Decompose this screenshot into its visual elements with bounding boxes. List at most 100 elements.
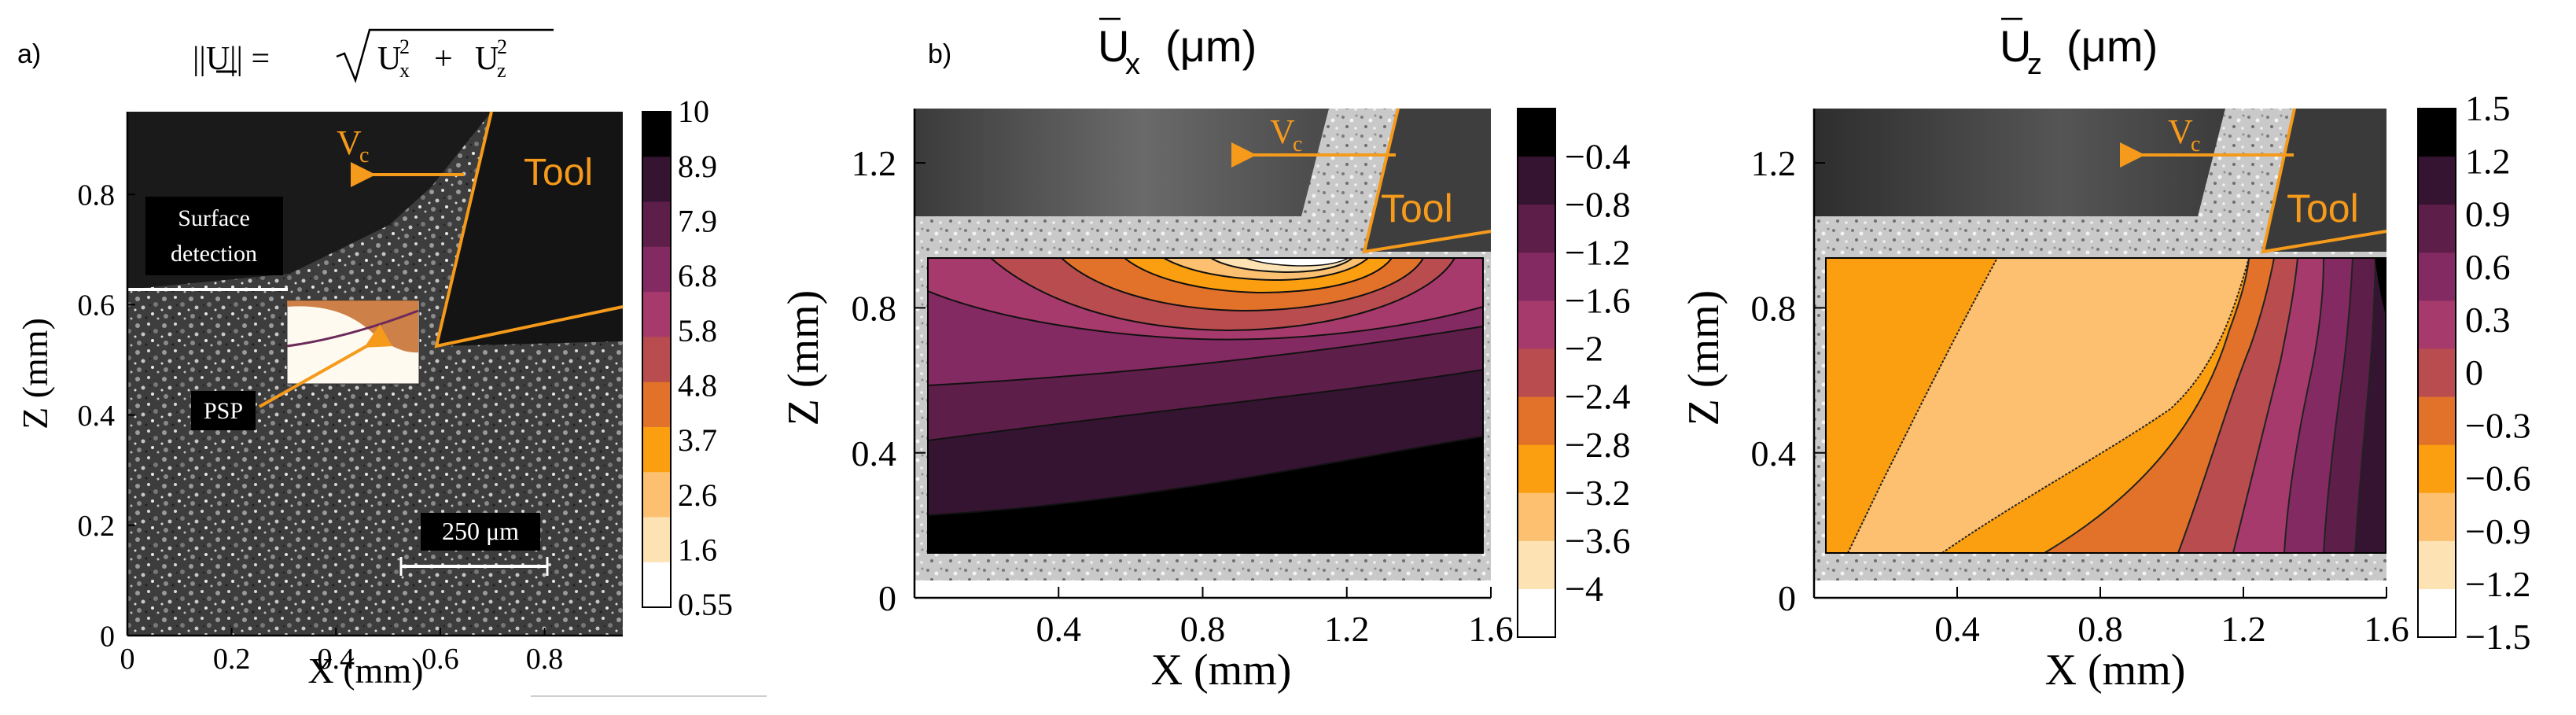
panel-label-a: a) — [17, 39, 41, 69]
y-tick-label-a: 0.2 — [78, 510, 116, 543]
title-c-sub: z — [2027, 48, 2042, 81]
colorbar-label-c: 0.3 — [2465, 300, 2511, 340]
tool-region — [436, 112, 623, 346]
x-ticks-b: 0.4 0.8 1.2 1.6 — [1036, 587, 1514, 649]
tool-region-b — [1364, 109, 1491, 252]
title-c-main: U — [2000, 21, 2031, 71]
y-tick-label-b: 0.4 — [852, 433, 897, 474]
psp-label-box — [191, 391, 256, 430]
chip-region-c — [1814, 109, 2225, 216]
vc-sub-a: c — [359, 143, 369, 168]
chip-region-b — [914, 109, 1329, 216]
axes-b: 0.4 0.8 1.2 1.6 0 0.4 0.8 1.2 X (mm) Z (mm) — [779, 109, 1514, 695]
colorbar-label-a: 3.7 — [678, 422, 717, 458]
tool-label-a: Tool — [524, 152, 593, 193]
surface-label-2: detection — [171, 241, 257, 267]
colorbar-label-c: 1.2 — [2465, 141, 2511, 181]
colorbar-label-b: −0.4 — [1565, 136, 1630, 176]
colorbar-swatch-b — [1518, 205, 1555, 253]
x-tick-label-c: 0.8 — [2077, 609, 2123, 649]
colorbar-swatch-a — [642, 292, 671, 337]
y-tick-label-a: 0.4 — [78, 400, 116, 433]
psp-inset — [286, 300, 420, 385]
colorbar-swatches-a — [642, 112, 671, 608]
colorbar-swatch-b — [1518, 588, 1555, 638]
formula-ux: U — [377, 41, 401, 77]
colorbar-label-a: 0.55 — [678, 587, 733, 622]
colorbar-label-c: −0.9 — [2465, 511, 2530, 551]
uz-band-6 — [2353, 258, 2386, 553]
colorbar-swatch-c — [2418, 492, 2456, 542]
y-tick-label-a: 0.8 — [78, 179, 116, 212]
colorbar-swatch-b — [1518, 300, 1555, 349]
colorbar-label-b: −0.8 — [1565, 184, 1630, 224]
x-tick-label-a: 0.6 — [421, 643, 459, 676]
colorbar-swatch-b — [1518, 109, 1555, 157]
formula-ux-sub: x — [399, 59, 410, 82]
colorbar-swatch-a — [642, 246, 671, 293]
colorbar-c: 1.5 1.2 0.9 0.6 0.3 0 −0.3 −0.6 −0.9 −1.2 −1.5 — [2417, 88, 2530, 657]
formula-uz-sub: z — [497, 59, 506, 82]
colorbar-swatch-a — [642, 337, 671, 383]
colorbar-swatch-c — [2418, 157, 2456, 205]
y-tick-label-c: 0.4 — [1751, 433, 1797, 474]
colorbar-swatch-a — [642, 426, 671, 473]
tool-label-c: Tool — [2287, 186, 2359, 230]
y-tick-label-b: 1.2 — [852, 143, 897, 183]
map-frame-b — [927, 257, 1484, 554]
uz-band-light — [1846, 258, 2250, 553]
colorbar-swatch-c — [2418, 396, 2456, 446]
x-tick-label-b: 1.6 — [1468, 609, 1514, 649]
colorbar-label-b: −2.4 — [1565, 377, 1630, 417]
colorbar-swatch-c — [2418, 252, 2456, 301]
formula: ||U|| = U x 2 + U z 2 — [193, 28, 554, 83]
panel-b: b) U x (μm) V c Tool — [779, 17, 1630, 695]
y-tick-label-c: 0.8 — [1751, 289, 1797, 329]
ux-level-0 — [1246, 258, 1349, 267]
inset-line — [286, 309, 419, 348]
colorbar-swatch-a — [642, 112, 671, 157]
x-axis-label-a: X (mm) — [308, 651, 424, 691]
colorbar-label-a: 1.6 — [678, 532, 717, 567]
y-tick-label-b: 0 — [878, 578, 896, 618]
colorbar-swatch-a — [642, 562, 671, 608]
x-tick-label-c: 0.4 — [1934, 609, 1980, 649]
y-tick-label-a: 0.6 — [78, 289, 116, 322]
title-c: U z (μm) — [2000, 17, 2158, 81]
colorbar-label-a: 5.8 — [678, 313, 717, 348]
colorbar-label-c: 0.6 — [2465, 247, 2511, 287]
colorbar-swatch-c — [2418, 300, 2456, 349]
contour-map-c — [1826, 258, 2386, 553]
formula-uz: U — [475, 41, 499, 77]
colorbar-label-c: 1.5 — [2465, 88, 2511, 128]
sqrt-sign — [336, 28, 554, 83]
surface-label-1: Surface — [178, 205, 250, 231]
colorbar-swatch-a — [642, 201, 671, 248]
vc-sub-c: c — [2191, 132, 2200, 157]
colorbar-label-b: −1.6 — [1565, 281, 1630, 321]
formula-plus: + — [434, 41, 453, 77]
colorbar-swatch-c — [2418, 540, 2456, 590]
colorbar-swatch-a — [642, 381, 671, 428]
vc-label-a: V — [337, 123, 362, 162]
colorbar-labels-b: −0.4 −0.8 −1.2 −1.6 −2 −2.4 −2.8 −3.2 −3.6 −4 — [1565, 136, 1630, 609]
x-tick-label-a: 0.2 — [213, 643, 251, 676]
panel-c: U z (μm) V c Tool — [1680, 17, 2530, 695]
x-tick-label-a: 0.4 — [318, 643, 355, 676]
y-tick-label-b: 0.8 — [852, 289, 897, 329]
micrograph-a: Surface detection PSP V c Tool 250 μm — [127, 111, 624, 636]
colorbar-swatch-b — [1518, 540, 1555, 590]
colorbar-frame-b — [1517, 108, 1556, 638]
colorbar-label-a: 7.9 — [678, 204, 717, 239]
x-tick-label-a: 0.8 — [526, 643, 564, 676]
colorbar-label-c: −1.5 — [2465, 617, 2530, 657]
y-tick-label-c: 1.2 — [1751, 143, 1797, 183]
x-tick-label-c: 1.6 — [2364, 609, 2409, 649]
y-axis-label-a: Z (mm) — [15, 318, 55, 429]
colorbar-label-b: −1.2 — [1565, 232, 1630, 272]
y-axis-label-c: Z (mm) — [1680, 290, 1728, 426]
vc-label-b: V — [1270, 112, 1295, 151]
scale-label-box — [421, 513, 540, 551]
colorbar-swatch-c — [2418, 348, 2456, 398]
